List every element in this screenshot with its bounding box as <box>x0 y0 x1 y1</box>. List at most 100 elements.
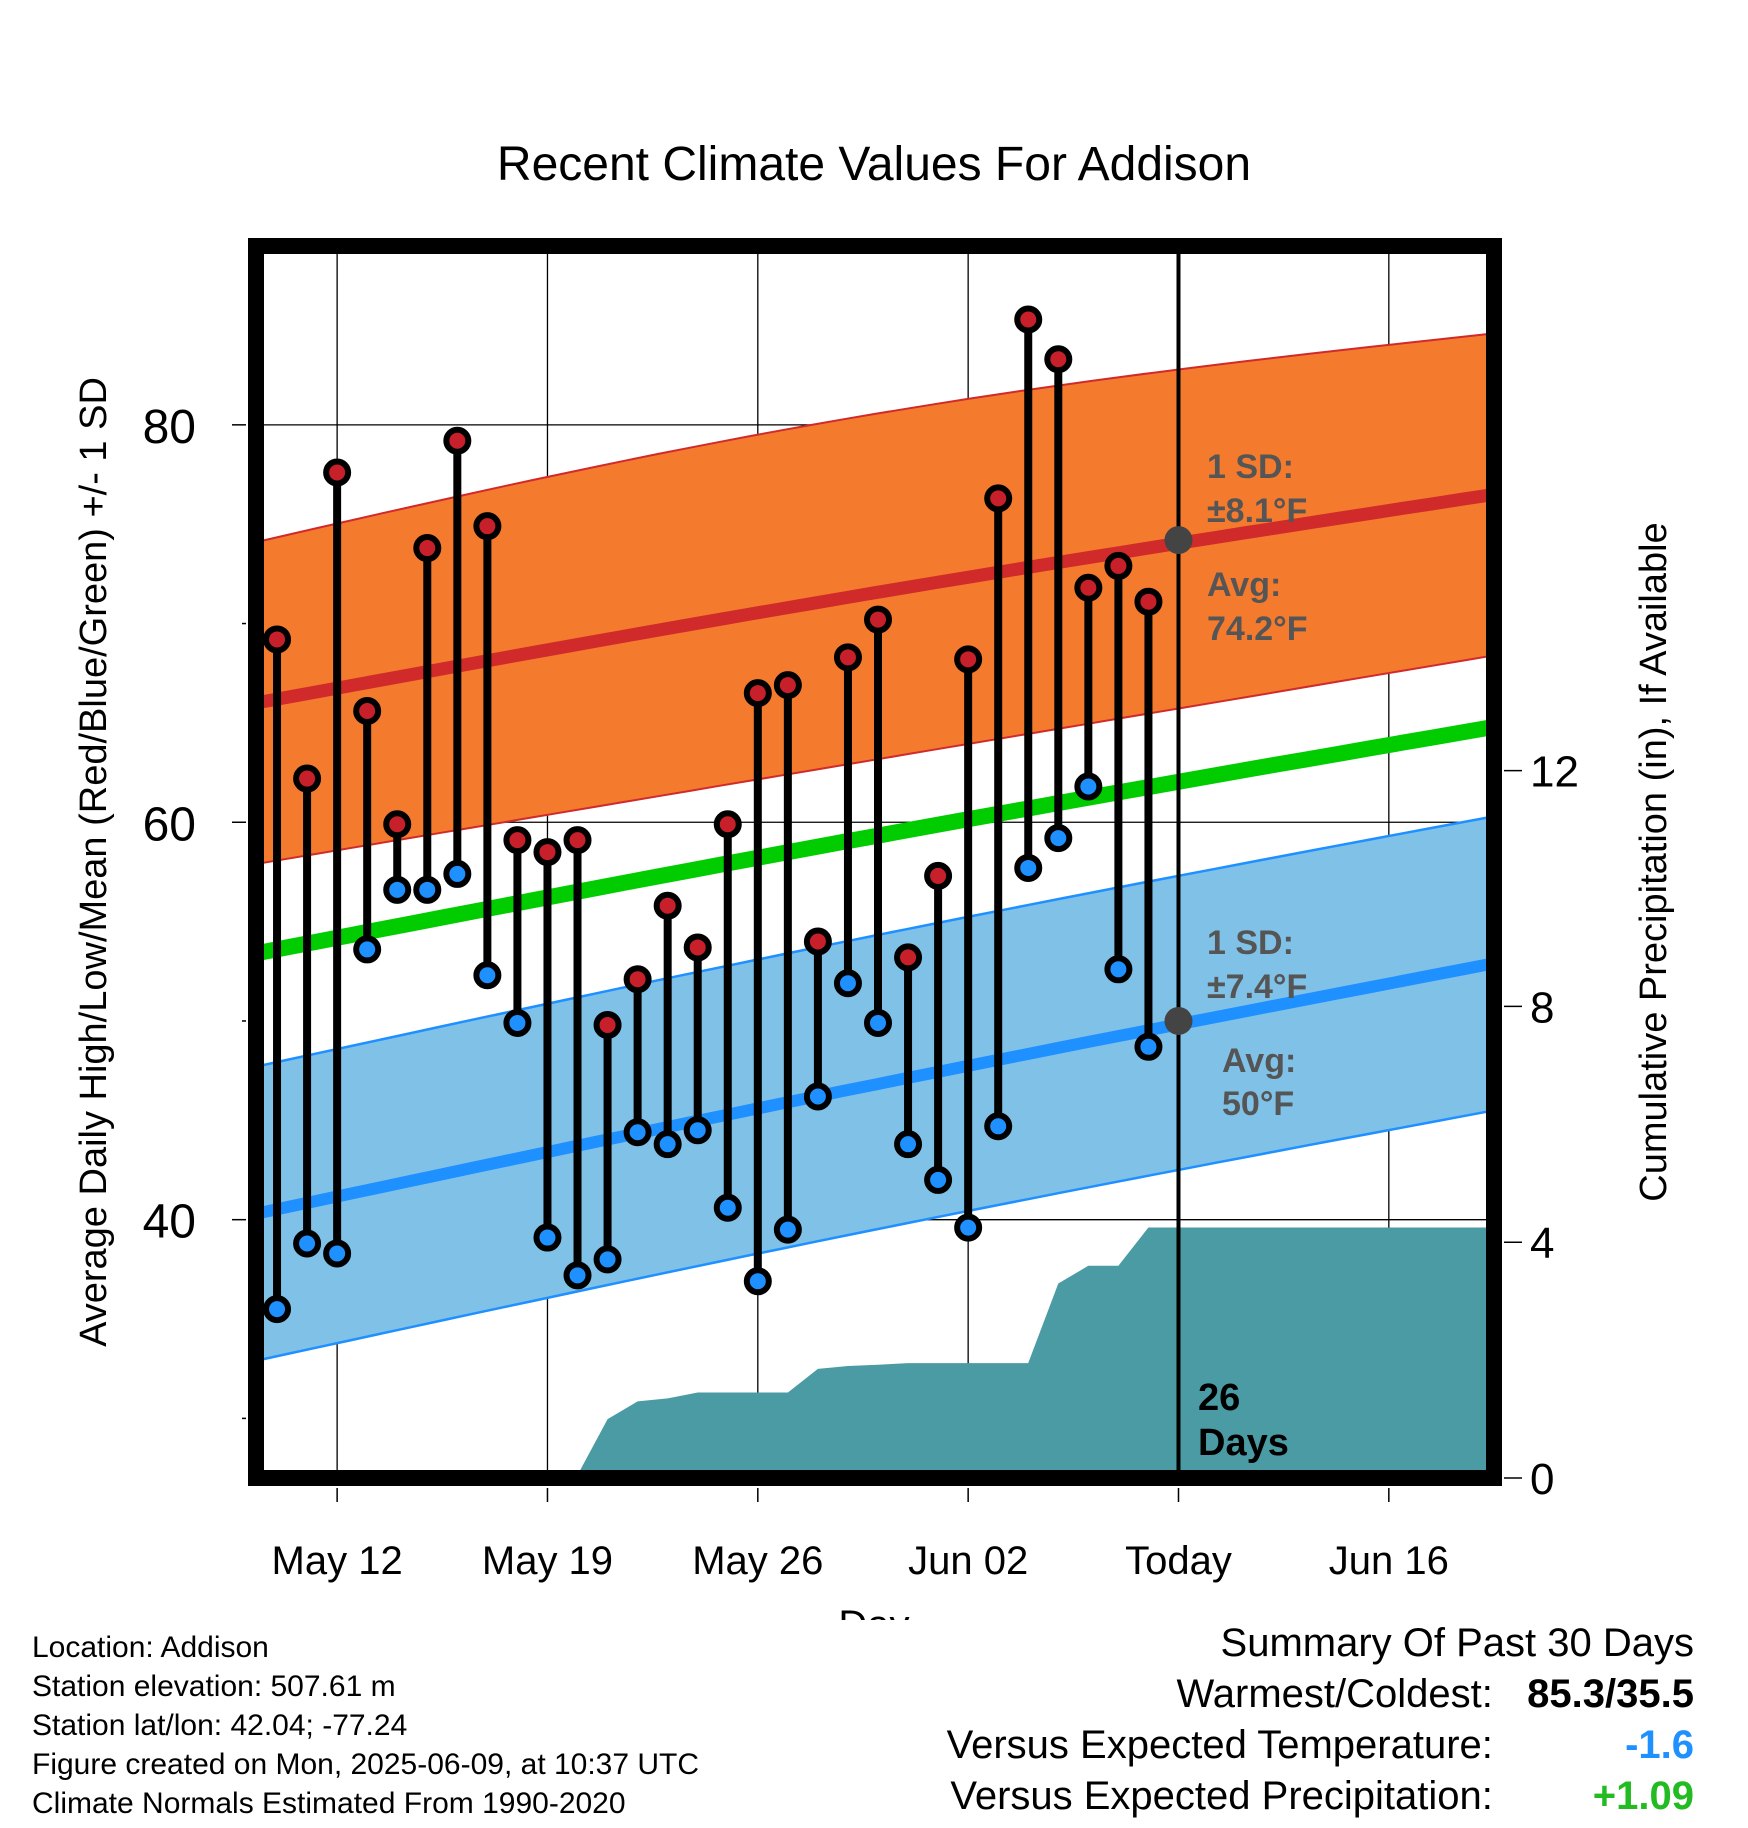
high-band-upper-edge <box>256 332 1494 544</box>
left-axis-label: Average Daily High/Low/Mean (Red/Blue/Gr… <box>73 377 115 1347</box>
x-axis-tick-label: Jun 16 <box>1329 1539 1449 1583</box>
plot-area: 40 60 80 0 4 8 12 May 12 May 19 May 26 Jun 02 Today… <box>143 238 1579 1583</box>
daily-low-point <box>563 1261 592 1290</box>
daily-high-point <box>803 927 832 956</box>
daily-low-point <box>413 875 442 904</box>
high-avg-value: 74.2°F <box>1207 610 1308 648</box>
daily-high-point <box>293 764 322 793</box>
left-axis-tick-label: 60 <box>143 798 196 851</box>
daily-low-point <box>1014 853 1043 882</box>
daily-high-point <box>353 696 382 725</box>
daily-high-point <box>894 943 923 972</box>
daily-low-point <box>924 1165 953 1194</box>
daily-high-point <box>713 810 742 839</box>
daily-low-point <box>954 1213 983 1242</box>
daily-high-point <box>623 965 652 994</box>
left-axis-tick-label: 40 <box>143 1196 196 1249</box>
daily-high-point <box>533 838 562 867</box>
daily-high-point <box>503 826 532 855</box>
daily-high-point <box>773 671 802 700</box>
daily-low-point <box>1104 955 1133 984</box>
daily-high-point <box>743 679 772 708</box>
daily-low-point <box>773 1215 802 1244</box>
daily-high-point <box>1014 305 1043 334</box>
daily-low-point <box>473 961 502 990</box>
daily-high-point <box>984 484 1013 513</box>
low-normal-line <box>256 957 1494 1220</box>
location-text: Location: Addison <box>32 1631 269 1664</box>
precip-vs-expected-label: Versus Expected Precipitation: <box>950 1774 1493 1818</box>
daily-high-point <box>683 933 712 962</box>
right-axis-label: Cumulative Precipitation (in), If Availa… <box>1633 522 1675 1201</box>
daily-low-point <box>623 1118 652 1147</box>
daily-high-point <box>383 810 412 839</box>
daily-high-point <box>593 1010 622 1039</box>
daily-low-point <box>503 1008 532 1037</box>
right-axis-tick-label: 12 <box>1530 748 1579 797</box>
days-count-label: 26 <box>1198 1377 1240 1419</box>
low-avg-title: Avg: <box>1222 1042 1296 1080</box>
daily-low-point <box>293 1229 322 1258</box>
daily-low-point <box>533 1223 562 1252</box>
plot-inner <box>256 246 1494 1478</box>
x-axis-tick-label: May 19 <box>482 1539 613 1583</box>
x-axis-tick-label: May 12 <box>272 1539 403 1583</box>
daily-low-point <box>1044 824 1073 853</box>
high-normal-line <box>256 487 1494 710</box>
precip-vs-expected-value: +1.09 <box>1592 1774 1694 1818</box>
daily-high-point <box>473 512 502 541</box>
daily-low-point <box>1074 772 1103 801</box>
summary-panel: Summary Of Past 30 Days Warmest/Coldest:… <box>947 1618 1694 1822</box>
daily-low-point <box>743 1267 772 1296</box>
daily-high-point <box>924 861 953 890</box>
daily-high-point <box>443 426 472 455</box>
x-axis-tick-label: May 26 <box>692 1539 823 1583</box>
daily-low-point <box>864 1008 893 1037</box>
days-word-label: Days <box>1198 1422 1289 1464</box>
daily-high-point <box>413 534 442 563</box>
daily-low-point <box>683 1116 712 1145</box>
summary-warm-cold-row: Warmest/Coldest: 85.3/35.5 <box>947 1669 1695 1720</box>
daily-low-point <box>833 969 862 998</box>
summary-precip-row: Versus Expected Precipitation: +1.09 <box>947 1771 1694 1822</box>
daily-low-point <box>263 1295 292 1324</box>
right-axis-tick-label: 4 <box>1530 1219 1554 1268</box>
high-sd-title: 1 SD: <box>1207 448 1294 486</box>
climate-chart: Recent Climate Values For Addison 406080… <box>73 138 1675 1620</box>
daily-high-point <box>864 605 893 634</box>
right-axis-tick-label: 8 <box>1530 983 1554 1032</box>
low-sd-title: 1 SD: <box>1207 924 1294 962</box>
temp-vs-expected-label: Versus Expected Temperature: <box>946 1723 1493 1767</box>
precipitation-area <box>256 1227 1494 1478</box>
x-axis-label: Day <box>838 1603 909 1620</box>
today-high-avg-marker <box>1164 526 1193 555</box>
daily-high-point <box>1134 587 1163 616</box>
low-band-lower-edge <box>256 1109 1494 1363</box>
daily-high-point <box>563 826 592 855</box>
high-sd-value: ±8.1°F <box>1207 492 1307 530</box>
daily-low-point <box>383 875 412 904</box>
daily-low-point <box>984 1112 1013 1141</box>
low-sd-value: ±7.4°F <box>1207 968 1307 1006</box>
left-axis-tick-label: 80 <box>143 401 196 454</box>
daily-low-point <box>894 1130 923 1159</box>
low-avg-value: 50°F <box>1222 1085 1294 1123</box>
daily-low-point <box>653 1130 682 1159</box>
elevation-text: Station elevation: 507.61 m <box>32 1670 396 1703</box>
daily-low-point <box>323 1239 352 1268</box>
station-info: Location: Addison Station elevation: 507… <box>32 1628 699 1823</box>
daily-low-point <box>443 859 472 888</box>
x-axis-tick-label: Today <box>1125 1539 1232 1583</box>
warm-cold-value: 85.3/35.5 <box>1527 1672 1694 1716</box>
daily-high-point <box>263 625 292 654</box>
daily-high-point <box>1104 551 1133 580</box>
high-avg-title: Avg: <box>1207 566 1281 604</box>
daily-low-point <box>713 1193 742 1222</box>
daily-high-point <box>323 458 352 487</box>
warm-cold-label: Warmest/Coldest: <box>1176 1672 1493 1716</box>
plot-frame <box>248 238 1502 1486</box>
normals-text: Climate Normals Estimated From 1990-2020 <box>32 1787 626 1820</box>
daily-high-point <box>833 643 862 672</box>
summary-heading: Summary Of Past 30 Days <box>1220 1621 1694 1665</box>
daily-high-point <box>954 645 983 674</box>
